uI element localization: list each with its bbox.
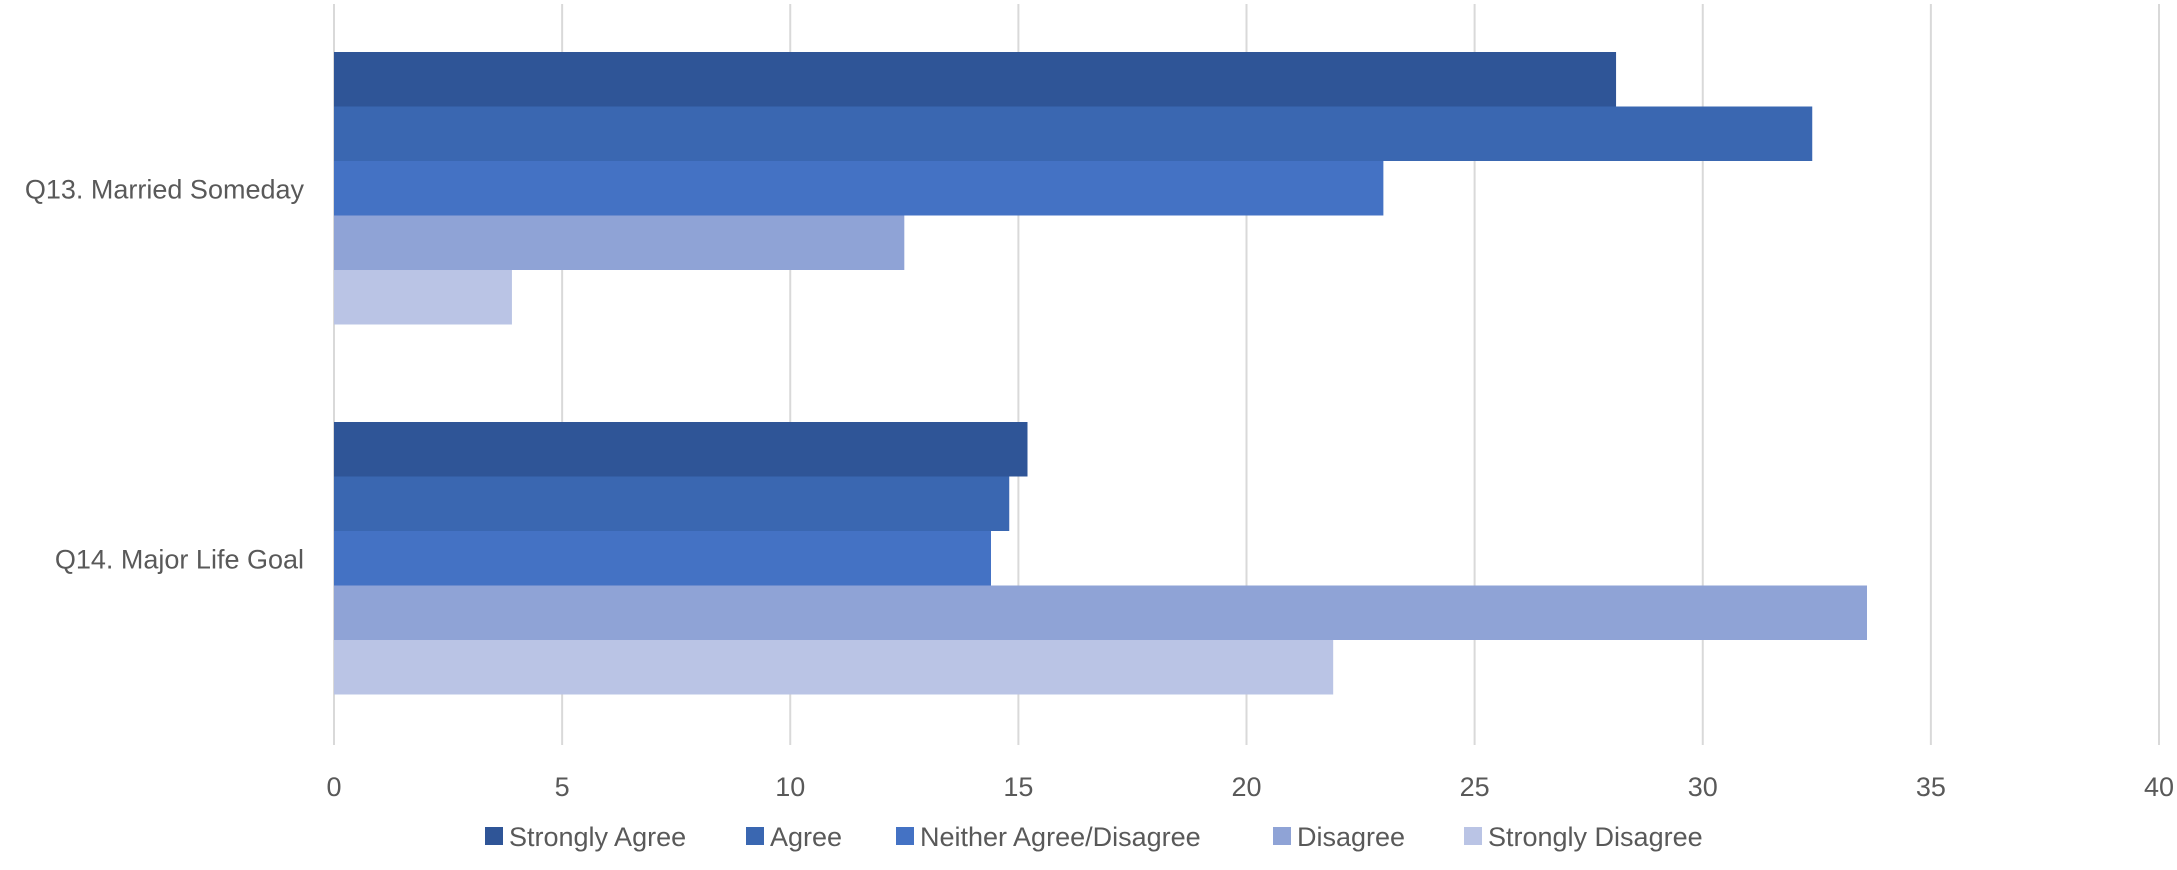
- bars: [334, 52, 1867, 695]
- legend-swatch: [746, 827, 764, 845]
- bar: [334, 161, 1384, 216]
- legend-label: Agree: [770, 822, 842, 852]
- bar: [334, 422, 1028, 477]
- legend-swatch: [485, 827, 503, 845]
- legend-swatch: [1273, 827, 1291, 845]
- legend-swatch: [896, 827, 914, 845]
- x-tick-label: 0: [326, 772, 341, 802]
- bar: [334, 476, 1010, 531]
- x-tick-label: 25: [1460, 772, 1490, 802]
- bar: [334, 52, 1617, 107]
- category-labels: Q13. Married Someday Q14. Major Life Goal: [25, 174, 305, 574]
- x-tick-label: 20: [1231, 772, 1261, 802]
- x-axis-tick-labels: 0 5 10 15 20 25 30 35 40: [326, 772, 2174, 802]
- category-label: Q14. Major Life Goal: [55, 544, 304, 574]
- category-label: Q13. Married Someday: [25, 174, 305, 204]
- legend-label: Disagree: [1297, 822, 1405, 852]
- legend-label: Neither Agree/Disagree: [920, 822, 1201, 852]
- x-tick-label: 5: [555, 772, 570, 802]
- legend-label: Strongly Disagree: [1488, 822, 1703, 852]
- bar: [334, 215, 905, 270]
- x-tick-label: 15: [1003, 772, 1033, 802]
- x-tick-label: 40: [2144, 772, 2174, 802]
- bar: [334, 531, 991, 586]
- bar: [334, 270, 512, 325]
- bar: [334, 585, 1867, 640]
- bar: [334, 106, 1813, 161]
- x-tick-label: 10: [775, 772, 805, 802]
- bar: [334, 640, 1334, 695]
- legend-swatch: [1464, 827, 1482, 845]
- legend: Strongly Agree Agree Neither Agree/Disagre…: [485, 822, 1703, 852]
- x-tick-label: 30: [1688, 772, 1718, 802]
- legend-label: Strongly Agree: [509, 822, 686, 852]
- x-tick-label: 35: [1916, 772, 1946, 802]
